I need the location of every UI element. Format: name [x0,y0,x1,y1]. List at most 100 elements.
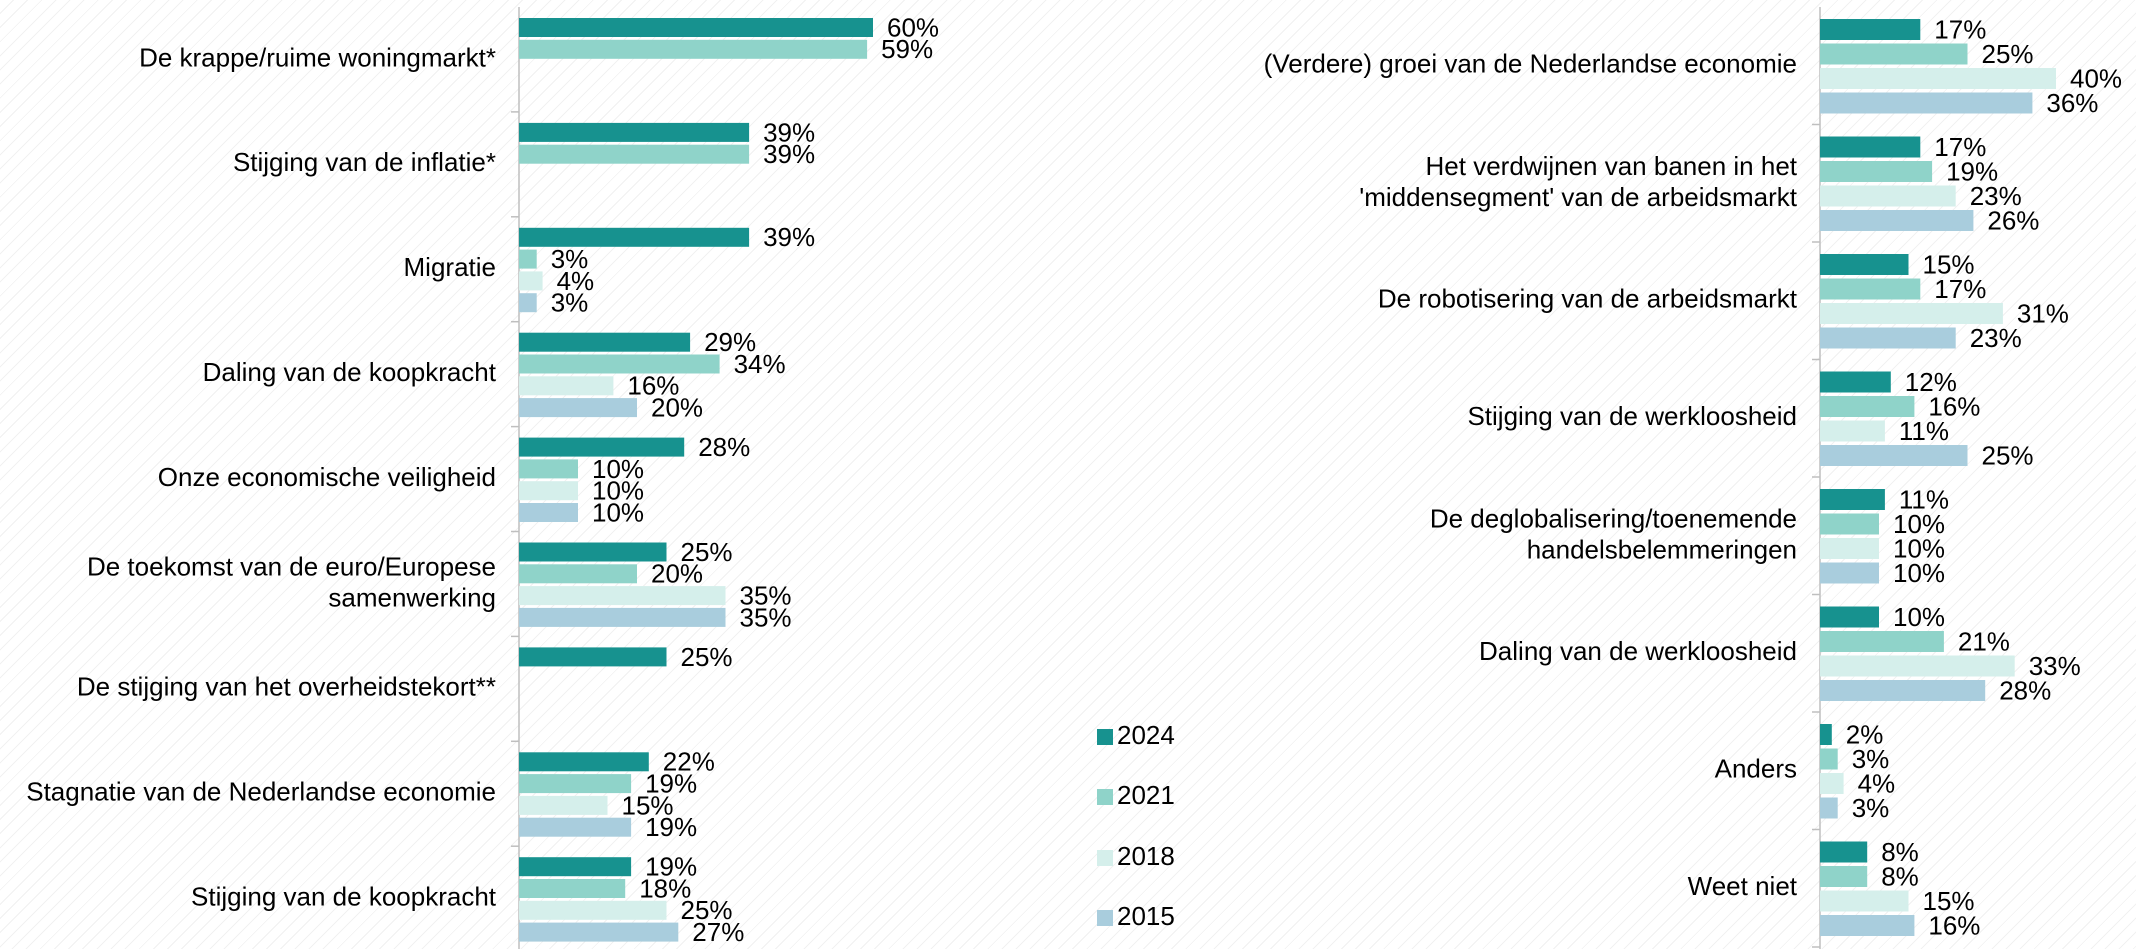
value-label: 23% [1970,323,2022,353]
bar [519,332,691,352]
bar [1820,915,1915,936]
category-label: Migratie [404,252,496,282]
legend-label: 2021 [1117,780,1175,810]
value-label: 15% [1923,249,1975,279]
value-label: 15% [1923,886,1975,916]
category-label: Stijging van de koopkracht [191,882,497,912]
bar [519,817,632,837]
bar [1820,68,2056,89]
value-label: 10% [1893,533,1945,563]
bar [519,437,685,457]
value-label: 10% [592,454,644,484]
value-label: 12% [1905,367,1957,397]
category-label: De stijging van het overheidstekort** [77,672,496,702]
value-label: 17% [1934,132,1986,162]
bar [1820,327,1956,349]
bar [1820,606,1879,628]
bar [519,39,868,59]
category-label: Het verdwijnen van banen in het'middense… [1359,151,1797,212]
category-label: Daling van de koopkracht [203,357,497,387]
bar [1820,210,1974,231]
category-label: Stijging van de werkloosheid [1467,401,1797,431]
value-label: 28% [1999,675,2051,705]
legend-swatch [1097,729,1113,745]
value-label: 2% [1846,719,1884,749]
bar [519,900,667,920]
bar [519,398,637,418]
bar [519,879,626,898]
category-label: Stagnatie van de Nederlandse economie [26,777,496,807]
bar [1820,396,1915,417]
bar [1820,92,2033,114]
value-label: 25% [681,642,733,672]
value-label: 29% [704,327,756,357]
bar [519,542,667,562]
category-label: De krappe/ruime woningmarkt* [139,42,496,72]
value-label: 40% [2070,63,2122,93]
bar [1820,19,1921,40]
value-label: 28% [698,432,750,462]
legend-label: 2015 [1117,901,1175,931]
bar [1820,43,1968,65]
bar [519,774,632,794]
bar [1820,631,1944,652]
value-label: 25% [1982,440,2034,470]
bar [519,857,632,877]
bar [519,586,726,606]
value-label: 19% [645,812,697,842]
bar [1820,841,1868,863]
bar [1820,748,1838,770]
value-label: 11% [1899,416,1949,446]
value-label: 60% [887,12,939,42]
bar [1820,773,1844,794]
bar [519,752,649,772]
category-label: Onze economische veiligheid [158,462,496,492]
legend-label: 2018 [1117,841,1175,871]
value-label: 25% [681,537,733,567]
category-label: Stijging van de inflatie* [233,147,496,177]
bar [519,503,578,522]
value-label: 21% [1958,626,2010,656]
bar [519,607,726,627]
value-label: 3% [1852,793,1890,823]
bar [519,293,537,313]
bar [519,249,537,269]
bar [519,227,750,247]
legend-swatch [1097,850,1113,866]
category-label: De robotisering van de arbeidsmarkt [1378,284,1798,314]
bar [519,459,578,479]
value-label: 18% [639,873,691,903]
bar [519,922,679,942]
bar [519,354,720,374]
bar [519,18,873,37]
value-label: 3% [1852,744,1890,774]
value-label: 17% [1934,274,1986,304]
value-label: 19% [645,768,697,798]
value-label: 35% [740,580,792,610]
bar [519,271,543,291]
bar [519,376,614,396]
bar [1820,489,1885,510]
bar [1820,136,1921,158]
legend-label: 2024 [1117,720,1175,750]
value-label: 26% [1987,205,2039,235]
value-label: 39% [763,139,815,169]
value-label: 25% [681,895,733,925]
value-label: 23% [1970,181,2022,211]
bar [1820,254,1909,275]
value-label: 8% [1881,837,1919,867]
value-label: 36% [2046,88,2098,118]
value-label: 10% [592,476,644,506]
bar [1820,278,1921,300]
value-label: 4% [557,266,595,296]
value-label: 19% [1946,156,1998,186]
bar [519,122,750,142]
bar [1820,185,1956,207]
value-label: 25% [1982,39,2034,69]
bar [1820,562,1879,584]
value-label: 33% [2029,651,2081,681]
value-label: 10% [1893,602,1945,632]
value-label: 4% [1858,768,1896,798]
value-label: 11% [1899,484,1949,514]
category-label: Daling van de werkloosheid [1479,636,1797,666]
